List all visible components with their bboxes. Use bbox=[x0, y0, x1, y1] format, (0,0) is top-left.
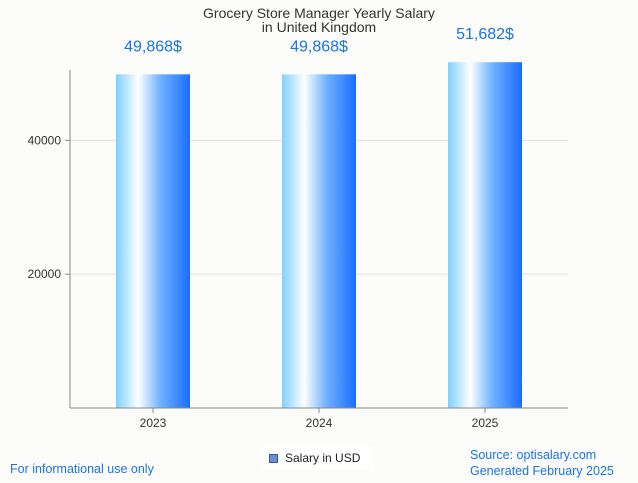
legend-swatch bbox=[269, 453, 278, 463]
y-tick-label-40000: 40000 bbox=[28, 133, 62, 147]
legend-label: Salary in USD bbox=[285, 451, 361, 465]
chart-title-line-2: in United Kingdom bbox=[262, 19, 376, 35]
axis-layer: 20000 40000 2023 2024 2025 bbox=[28, 70, 568, 430]
bar-layer: 49,868$ 49,868$ 51,682$ bbox=[116, 26, 522, 409]
chart-title-line-1: Grocery Store Manager Yearly Salary bbox=[203, 5, 435, 21]
legend: Salary in USD bbox=[262, 446, 374, 470]
x-tick-label-2024: 2024 bbox=[306, 416, 333, 430]
x-tick-label-2023: 2023 bbox=[140, 416, 167, 430]
footer-source-block: Source: optisalary.com Generated Februar… bbox=[470, 447, 614, 479]
footer-generated: Generated February 2025 bbox=[470, 464, 614, 478]
data-label-2025: 51,682$ bbox=[456, 26, 514, 43]
bar-2025 bbox=[448, 62, 522, 408]
data-label-2024: 49,868$ bbox=[290, 38, 348, 55]
footer-source: Source: optisalary.com bbox=[470, 448, 597, 462]
x-tick-label-2025: 2025 bbox=[472, 416, 499, 430]
y-tick-label-20000: 20000 bbox=[28, 267, 62, 281]
bar-2024 bbox=[282, 74, 356, 409]
data-label-2023: 49,868$ bbox=[124, 38, 182, 55]
bar-2023 bbox=[116, 74, 190, 409]
footer-note: For informational use only bbox=[10, 462, 154, 476]
